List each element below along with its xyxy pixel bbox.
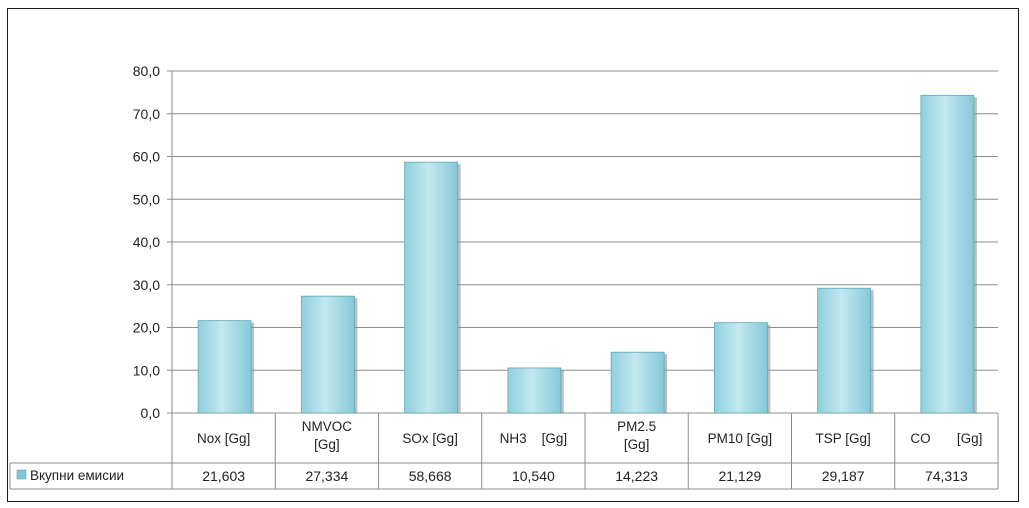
bar bbox=[300, 295, 355, 414]
category-label: NMVOC [Gg] bbox=[302, 419, 353, 452]
data-table: Nox [Gg] NMVOC [Gg] SOx [Gg] NH3 [Gg] PM2.5 [G… bbox=[9, 413, 999, 490]
data-value-label: 29,187 bbox=[822, 468, 865, 484]
y-tick-label: 20,0 bbox=[133, 320, 160, 336]
legend-swatch bbox=[16, 469, 27, 480]
y-tick-label: 0,0 bbox=[141, 405, 161, 421]
category-label-line: PM2.5 bbox=[617, 419, 656, 434]
chart-frame bbox=[7, 8, 1019, 502]
category-label: TSP [Gg] bbox=[815, 431, 870, 446]
category-label-line: [Gg] bbox=[624, 437, 650, 452]
category-label: NH3 [Gg] bbox=[500, 431, 568, 446]
data-value-label: 10,540 bbox=[512, 468, 555, 484]
bar bbox=[817, 287, 872, 414]
bar bbox=[507, 367, 562, 414]
y-tick-label: 80,0 bbox=[133, 63, 160, 79]
bar bbox=[610, 351, 665, 414]
category-label: SOx [Gg] bbox=[402, 431, 458, 446]
bar bbox=[920, 94, 975, 414]
category-label-line: NMVOC bbox=[302, 419, 353, 434]
y-axis-ticks: 0,0 10,0 20,0 30,0 40,0 50,0 60,0 70,0 80,0 bbox=[133, 63, 160, 421]
data-value-label: 21,129 bbox=[718, 468, 761, 484]
bars bbox=[197, 94, 977, 414]
legend-series-name: Вкупни емисии bbox=[30, 468, 124, 483]
bar bbox=[713, 322, 768, 414]
category-label: Nox [Gg] bbox=[197, 431, 250, 446]
y-tick-label: 60,0 bbox=[133, 149, 160, 165]
category-label: PM10 [Gg] bbox=[708, 431, 773, 446]
data-value-label: 27,334 bbox=[305, 468, 348, 484]
bar bbox=[404, 161, 459, 414]
bar bbox=[197, 320, 252, 414]
data-value-label: 21,603 bbox=[202, 468, 245, 484]
category-label: CO [Gg] bbox=[910, 431, 982, 446]
data-value-label: 58,668 bbox=[409, 468, 452, 484]
data-value-label: 74,313 bbox=[925, 468, 968, 484]
y-tick-label: 30,0 bbox=[133, 277, 160, 293]
category-label: PM2.5 [Gg] bbox=[617, 419, 656, 452]
y-tick-label: 50,0 bbox=[133, 191, 160, 207]
gridlines bbox=[167, 70, 998, 489]
y-tick-label: 10,0 bbox=[133, 362, 160, 378]
y-tick-label: 40,0 bbox=[133, 234, 160, 250]
y-tick-label: 70,0 bbox=[133, 106, 160, 122]
data-value-label: 14,223 bbox=[615, 468, 658, 484]
category-label-line: [Gg] bbox=[314, 437, 340, 452]
